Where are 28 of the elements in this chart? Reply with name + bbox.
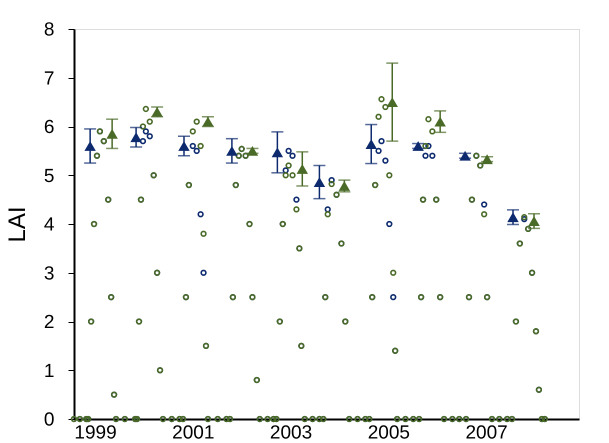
point	[366, 139, 377, 149]
y-axis-title: LAI	[4, 206, 31, 243]
point	[314, 177, 326, 188]
y-tick-label: 1	[44, 360, 54, 382]
x-tick-label: 2005	[368, 422, 410, 443]
y-tick-label: 3	[44, 263, 54, 284]
point	[84, 141, 96, 151]
y-tick-label: 5	[44, 166, 54, 187]
y-tick-label: 0	[44, 410, 54, 430]
point	[272, 147, 284, 158]
y-tick-label: 7	[44, 68, 54, 90]
point	[130, 132, 142, 142]
y-tick-label: 2	[44, 312, 54, 333]
point	[178, 141, 190, 151]
y-tick-label: 4	[44, 214, 55, 236]
x-tick-label: 2001	[172, 422, 214, 443]
y-tick-label: 6	[44, 117, 54, 138]
point	[226, 146, 238, 156]
point	[296, 164, 308, 174]
y-tick-label: 8	[44, 20, 54, 40]
x-tick-label: 2007	[465, 422, 508, 443]
point	[106, 128, 118, 139]
x-tick-label: 1999	[74, 422, 117, 443]
point	[386, 97, 398, 108]
x-tick-label: 2003	[270, 422, 312, 443]
point	[507, 212, 519, 222]
point	[434, 116, 446, 127]
point	[528, 216, 540, 226]
